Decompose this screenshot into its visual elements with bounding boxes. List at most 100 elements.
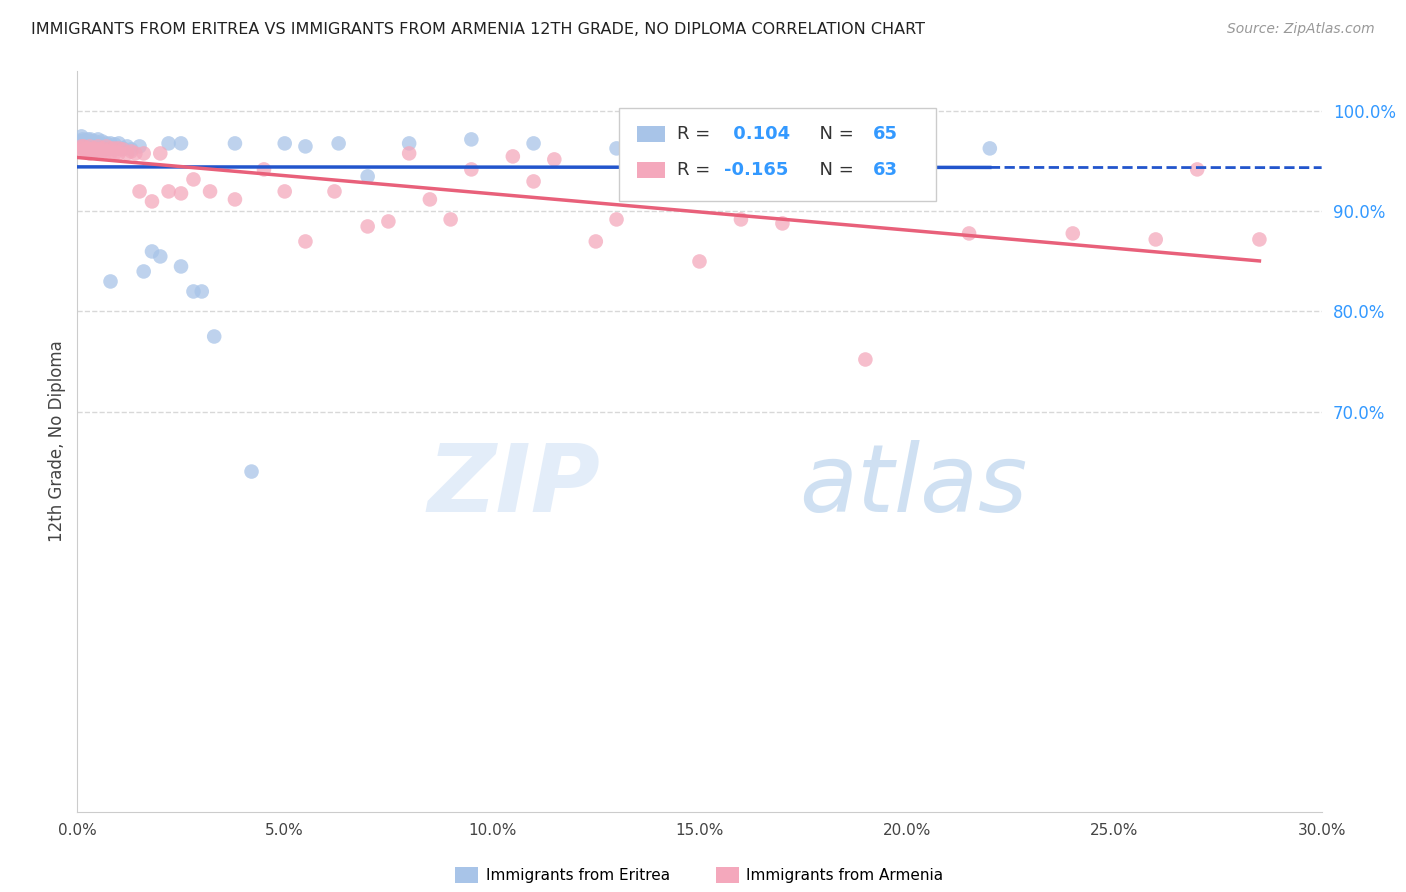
Point — [96, 145, 118, 159]
Point — [87, 132, 110, 146]
Point — [70, 139, 93, 153]
Point — [96, 142, 118, 156]
Point — [606, 212, 628, 227]
Point — [79, 136, 101, 151]
Point — [80, 136, 103, 151]
Point — [83, 145, 105, 159]
Point — [124, 146, 146, 161]
Point — [141, 244, 163, 259]
Point — [100, 136, 122, 151]
Point — [115, 139, 138, 153]
Point — [1249, 232, 1271, 246]
Point — [502, 149, 524, 163]
Point — [1187, 162, 1209, 177]
Point — [100, 141, 122, 155]
Point — [79, 135, 101, 149]
Point — [273, 136, 295, 151]
Point — [120, 145, 142, 159]
Point — [72, 136, 94, 151]
Point — [157, 136, 180, 151]
Point — [73, 139, 96, 153]
Point — [198, 185, 221, 199]
Point — [626, 153, 648, 167]
Point — [91, 141, 114, 155]
Point — [523, 174, 546, 188]
Point — [87, 141, 110, 155]
Point — [419, 193, 441, 207]
Point — [75, 136, 97, 151]
Point — [323, 185, 346, 199]
Point — [157, 185, 180, 199]
Text: atlas: atlas — [799, 441, 1028, 532]
Point — [1144, 232, 1167, 246]
Point — [75, 135, 97, 149]
Point — [730, 212, 752, 227]
Point — [439, 212, 461, 227]
Point — [240, 465, 263, 479]
Point — [460, 162, 482, 177]
Point — [75, 141, 97, 155]
Point — [75, 142, 97, 156]
Point — [83, 145, 105, 159]
Point — [141, 194, 163, 209]
Point — [398, 146, 420, 161]
Point — [69, 141, 91, 155]
Point — [294, 235, 316, 249]
Point — [100, 141, 122, 155]
Point — [107, 146, 129, 161]
Point — [111, 141, 134, 155]
Point — [957, 227, 980, 241]
Point — [460, 132, 482, 146]
FancyBboxPatch shape — [637, 126, 665, 143]
Point — [79, 132, 101, 146]
Point — [83, 135, 105, 149]
Point — [76, 141, 98, 155]
Point — [170, 186, 193, 201]
Text: N =: N = — [807, 125, 859, 144]
Point — [543, 153, 565, 167]
Point — [72, 132, 94, 146]
Point — [73, 135, 96, 149]
Point — [855, 352, 877, 367]
Point — [128, 185, 150, 199]
Point — [87, 146, 110, 161]
Point — [294, 139, 316, 153]
Legend: Immigrants from Eritrea, Immigrants from Armenia: Immigrants from Eritrea, Immigrants from… — [450, 861, 949, 889]
Point — [132, 146, 155, 161]
Point — [89, 136, 111, 151]
Point — [91, 142, 114, 156]
Point — [273, 185, 295, 199]
Text: R =: R = — [678, 161, 716, 178]
Point — [104, 141, 127, 155]
Point — [72, 139, 94, 153]
Point — [100, 146, 122, 161]
Point — [69, 135, 91, 149]
Point — [523, 136, 546, 151]
FancyBboxPatch shape — [619, 109, 936, 201]
Point — [606, 141, 628, 155]
Point — [585, 235, 607, 249]
Point — [772, 216, 794, 230]
Point — [772, 146, 794, 161]
Point — [896, 136, 918, 151]
Point — [132, 264, 155, 278]
Point — [91, 139, 114, 153]
Text: -0.165: -0.165 — [724, 161, 789, 178]
Point — [91, 145, 114, 159]
Point — [87, 142, 110, 156]
Point — [72, 139, 94, 153]
Point — [357, 219, 380, 234]
Point — [120, 142, 142, 156]
Point — [183, 285, 205, 299]
Point — [84, 139, 107, 153]
Text: Source: ZipAtlas.com: Source: ZipAtlas.com — [1227, 22, 1375, 37]
Point — [91, 135, 114, 149]
Point — [107, 141, 129, 155]
FancyBboxPatch shape — [637, 161, 665, 178]
Text: IMMIGRANTS FROM ERITREA VS IMMIGRANTS FROM ARMENIA 12TH GRADE, NO DIPLOMA CORREL: IMMIGRANTS FROM ERITREA VS IMMIGRANTS FR… — [31, 22, 925, 37]
Point — [104, 137, 127, 152]
Point — [115, 146, 138, 161]
Point — [70, 136, 93, 151]
Point — [170, 136, 193, 151]
Point — [79, 141, 101, 155]
